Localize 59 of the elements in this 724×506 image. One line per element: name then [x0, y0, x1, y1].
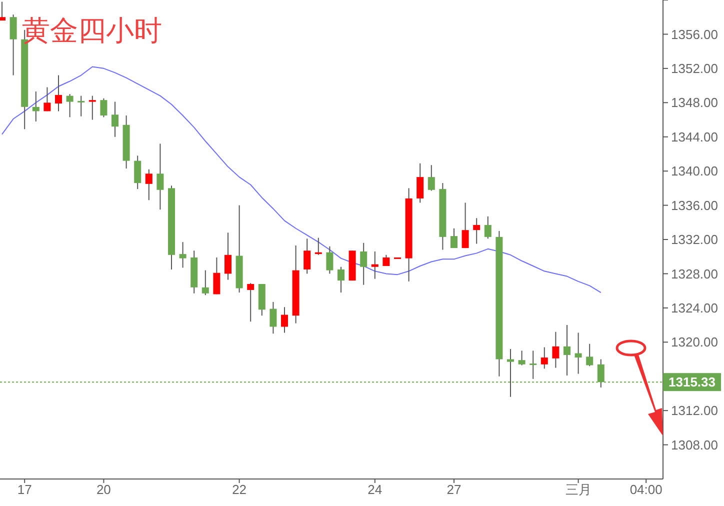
candlestick — [32, 91, 40, 122]
candlestick — [213, 256, 220, 295]
line-series — [2, 66, 602, 294]
candlestick — [156, 143, 164, 210]
x-tick-label: 17 — [17, 482, 32, 497]
x-tick-label: 三月 — [565, 482, 592, 497]
candlestick — [428, 164, 435, 192]
candlestick — [416, 162, 424, 204]
x-tick-label: 24 — [368, 482, 382, 497]
candlestick — [462, 202, 469, 249]
y-tick-label: 1340.00 — [671, 164, 718, 179]
candlestick — [281, 306, 288, 334]
x-tick-label: 27 — [446, 482, 462, 497]
candlestick — [574, 332, 582, 374]
candlestick — [55, 74, 62, 112]
candlestick — [247, 282, 254, 322]
candlestick — [564, 324, 570, 376]
y-tick-label: 1308.00 — [671, 437, 718, 452]
y-tick-label: 1320.00 — [671, 334, 718, 350]
candlestick — [586, 343, 594, 367]
candlestick — [450, 228, 458, 249]
y-tick-label: 1328.00 — [671, 266, 718, 282]
candlestick — [270, 301, 277, 334]
y-tick-label: 1356.00 — [671, 26, 718, 42]
candlestick — [530, 350, 537, 380]
y-tick-label: 1336.00 — [671, 198, 718, 213]
x-tick-label: 22 — [232, 482, 247, 497]
y-tick-label: 1312.00 — [671, 403, 718, 418]
candlestick — [371, 250, 378, 280]
candlestick — [338, 266, 344, 294]
candlestick — [552, 331, 560, 368]
candlestick — [224, 232, 232, 280]
candlestick — [112, 101, 118, 138]
candlestick — [44, 86, 51, 112]
candlestick — [66, 94, 74, 118]
candlestick — [326, 246, 334, 274]
candlestick — [484, 216, 492, 240]
candlestick — [540, 346, 548, 370]
candlestick — [304, 238, 311, 274]
y-tick-label: 1324.00 — [671, 300, 718, 316]
candlestick — [518, 350, 526, 366]
y-tick-label: 1352.00 — [671, 60, 718, 76]
candlestick — [88, 95, 96, 120]
candlestick — [10, 14, 17, 76]
x-tick-label: 04:00 — [630, 482, 662, 497]
y-tick-label: 1332.00 — [671, 232, 718, 248]
x-tick-label: 20 — [96, 482, 111, 497]
text: 黄金四小时 — [22, 14, 162, 47]
candlestick — [179, 242, 186, 268]
candlestick — [78, 95, 85, 117]
y-tick-label: 1344.00 — [671, 129, 718, 144]
candlestick — [100, 98, 108, 118]
candlestick — [202, 270, 209, 296]
y-tick-label: 1348.00 — [671, 95, 718, 110]
candlestick — [473, 218, 480, 244]
candlestick — [134, 155, 142, 190]
ref-line-label: 1315.33 — [668, 374, 716, 390]
candlestick — [145, 168, 152, 201]
candlestick — [360, 242, 368, 286]
